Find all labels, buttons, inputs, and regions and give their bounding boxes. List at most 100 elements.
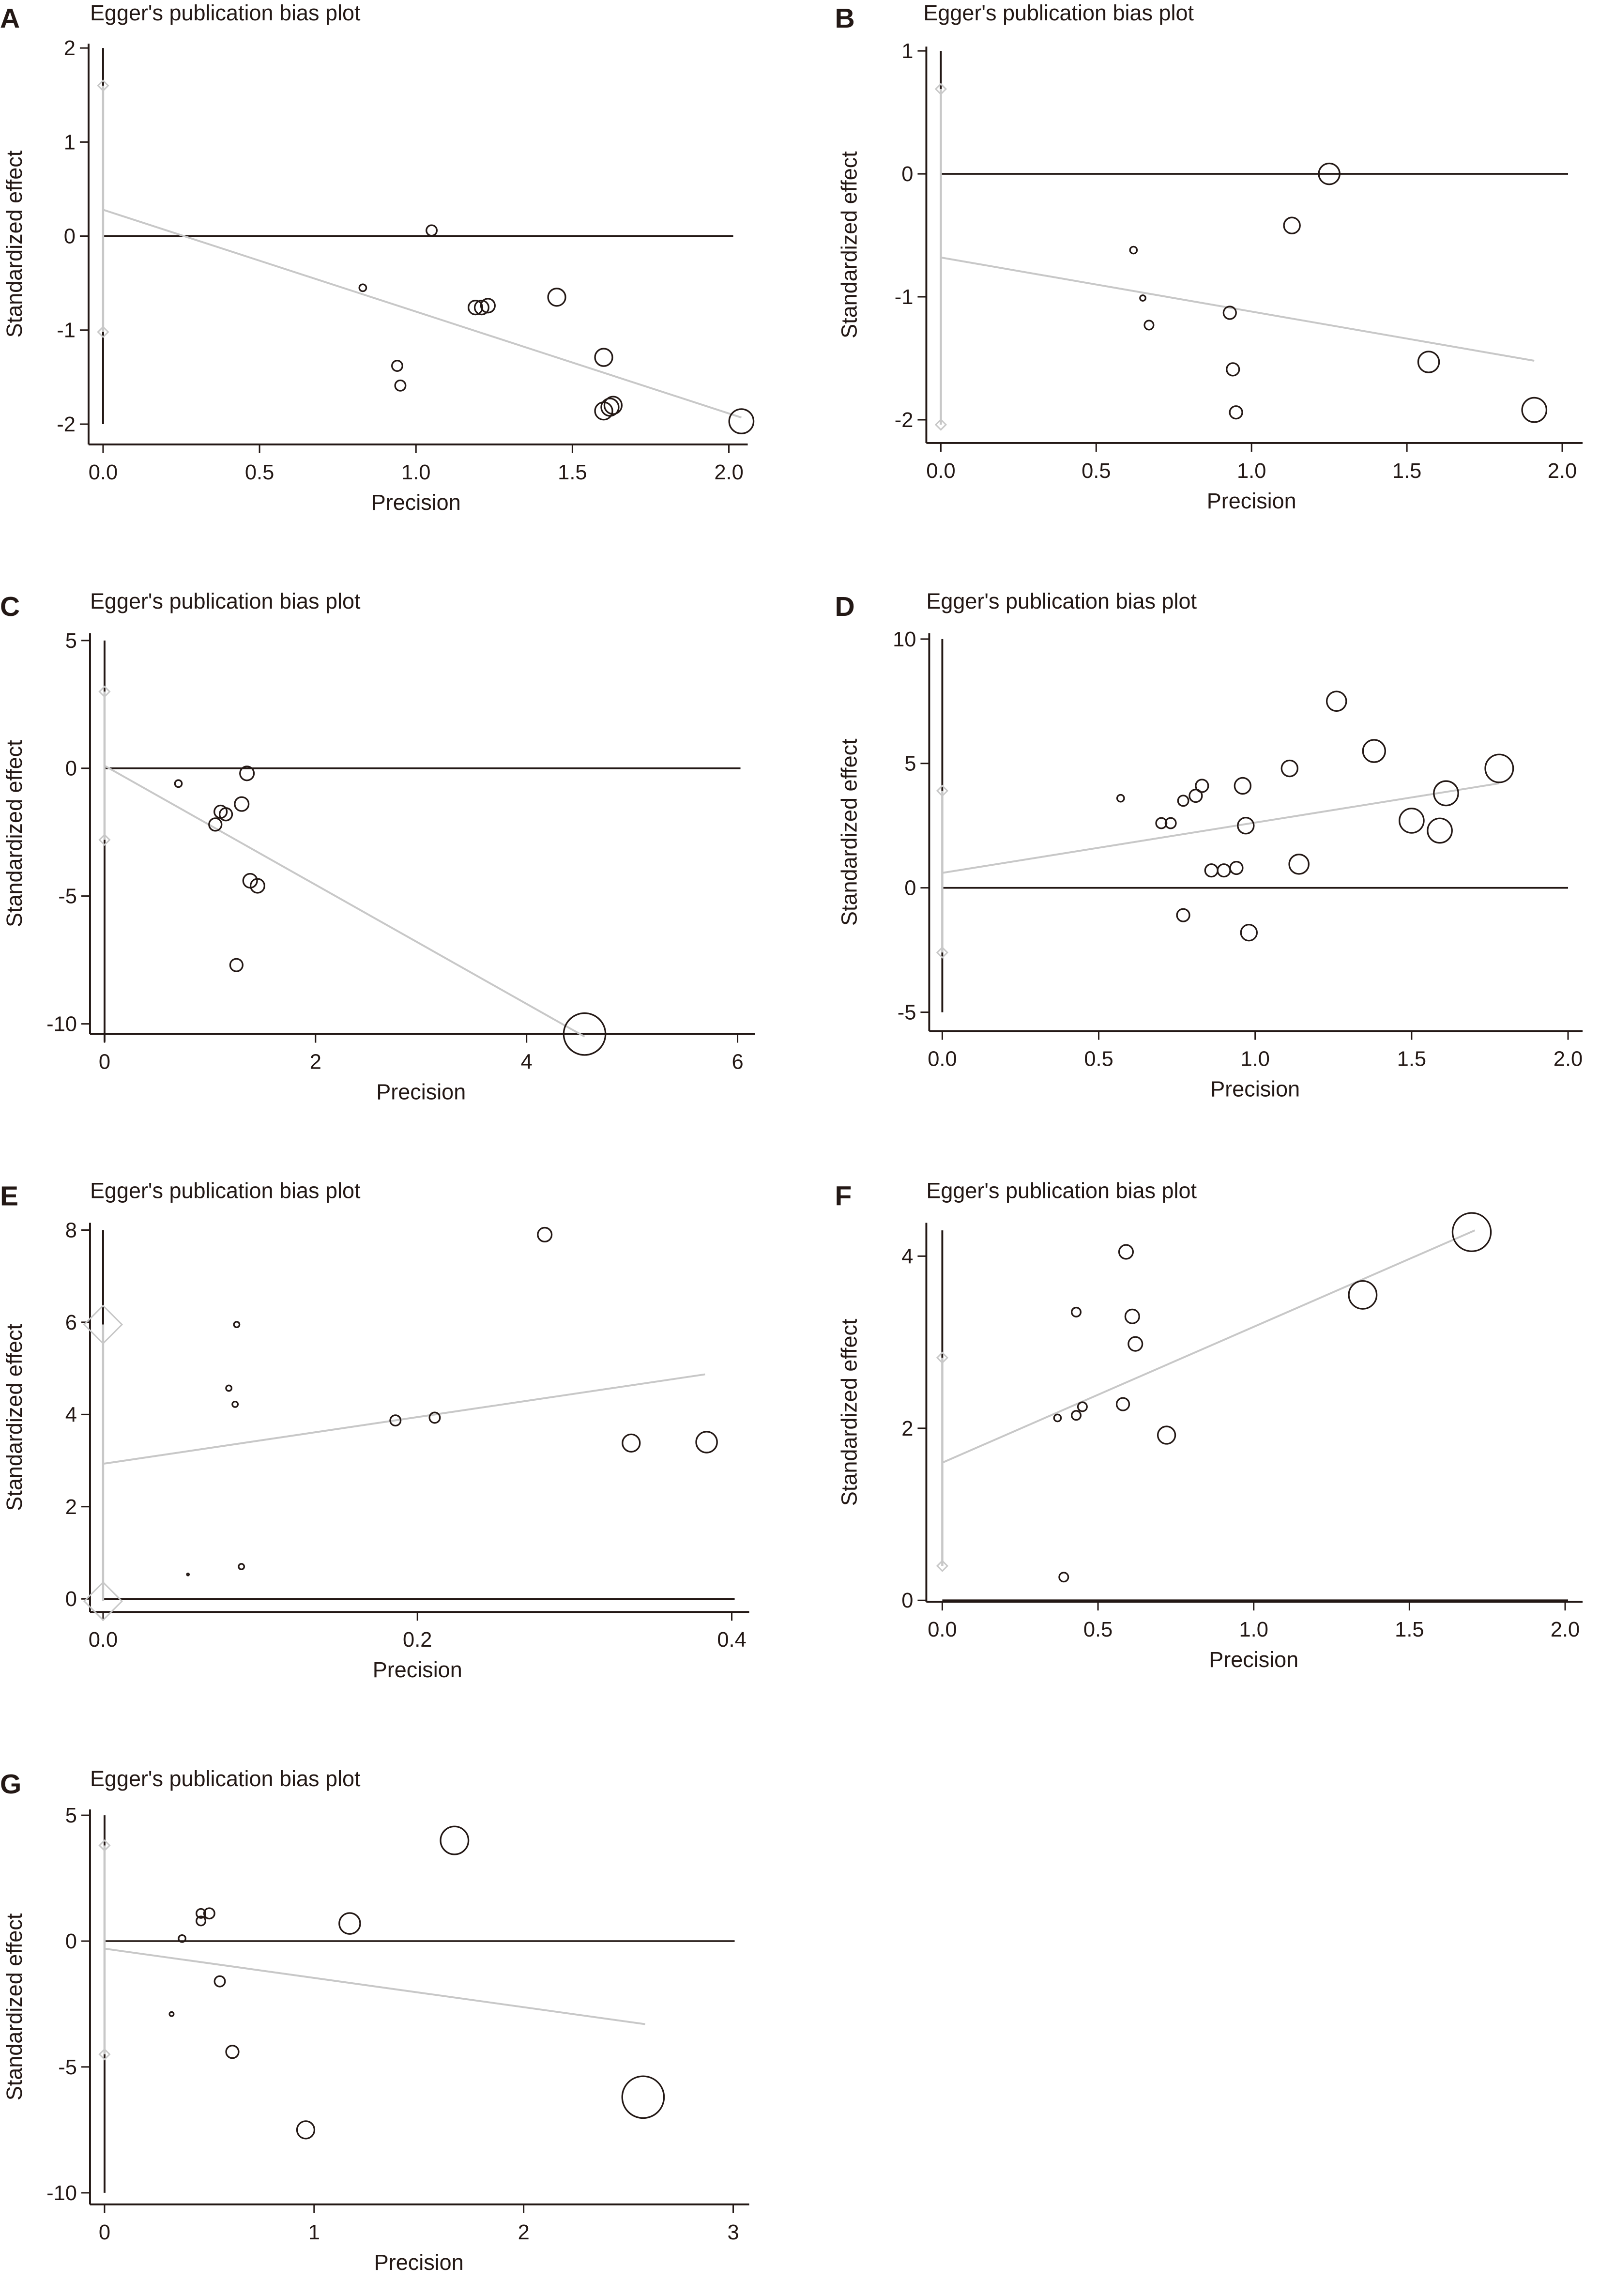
x-tick-label: 1.5	[558, 461, 587, 484]
y-tick-label: -5	[898, 1001, 916, 1025]
x-tick-label: 0.5	[1082, 459, 1111, 483]
data-point	[196, 1915, 207, 1927]
data-point	[1484, 753, 1514, 783]
data-point	[1326, 690, 1347, 712]
data-point	[1417, 351, 1440, 373]
x-tick-label: 1.0	[1239, 1618, 1268, 1641]
ci-diamond-marker	[98, 2048, 111, 2061]
x-tick-label: 0.5	[1084, 1048, 1113, 1071]
data-point	[1348, 1280, 1378, 1310]
data-point	[1433, 780, 1459, 807]
data-point	[1118, 1244, 1134, 1260]
data-point	[1058, 1572, 1069, 1583]
panel-f: F Egger's publication bias plot 0.0 0.5 1.0 1…	[835, 1178, 1583, 1672]
data-point	[394, 379, 407, 392]
x-axis-label: Precision	[374, 2250, 464, 2275]
data-point	[1176, 908, 1190, 922]
panel-letter: G	[0, 1769, 21, 1800]
data-point	[203, 1907, 215, 1920]
panel-g: G Egger's publication bias plot 0 1 2 3 -10 -5 0…	[0, 1766, 749, 2275]
ci-diamond-marker	[83, 1304, 123, 1345]
data-point	[1116, 794, 1125, 803]
y-tick-label: -10	[46, 2182, 77, 2205]
data-point	[1283, 216, 1301, 234]
data-point	[695, 1431, 718, 1454]
y-tick-label: 0	[64, 225, 76, 248]
data-point	[225, 1384, 233, 1392]
data-point	[428, 1411, 441, 1424]
data-point	[1053, 1413, 1062, 1423]
ci-diamond-marker	[934, 83, 947, 95]
panel-b: B Egger's publication bias plot 0.0 0.5 1.0 1…	[835, 0, 1583, 513]
data-point	[296, 2120, 316, 2140]
data-point	[1139, 294, 1146, 302]
ci-diamond-marker	[98, 685, 111, 698]
x-tick-label: 0.0	[89, 461, 118, 484]
data-point	[1427, 817, 1453, 844]
panel-letter: F	[835, 1180, 852, 1211]
data-point	[1288, 854, 1310, 875]
data-point	[1189, 788, 1203, 803]
x-axis-label: Precision	[376, 1080, 466, 1104]
y-tick-label: 2	[901, 1417, 913, 1440]
y-tick-label: -5	[58, 885, 77, 908]
chart-title: Egger's publication bias plot	[926, 1178, 1197, 1203]
data-point	[358, 283, 367, 292]
x-axis-label: Precision	[1210, 1077, 1300, 1102]
data-point	[229, 958, 244, 972]
x-tick-label: 0.0	[928, 1618, 957, 1641]
y-tick-label: 1	[901, 40, 913, 63]
x-tick-label: 0.5	[245, 461, 274, 484]
data-point	[1204, 863, 1219, 878]
x-tick-label: 2	[518, 2221, 530, 2244]
panel-e: E Egger's publication bias plot 0.0 0.2 0.4 0…	[0, 1178, 749, 1682]
x-tick-label: 1.5	[1397, 1048, 1426, 1071]
data-point	[1128, 1336, 1143, 1352]
data-point	[1226, 362, 1240, 377]
chart-title: Egger's publication bias plot	[90, 0, 361, 25]
data-point	[600, 398, 620, 417]
ci-diamond-marker	[936, 946, 949, 959]
x-tick-label: 2.0	[1554, 1048, 1583, 1071]
x-tick-label: 1.5	[1392, 459, 1421, 483]
ci-diamond-marker	[97, 79, 109, 92]
data-point	[1240, 923, 1258, 942]
y-axis-label: Standardized effect	[2, 1913, 27, 2100]
data-point	[603, 396, 623, 415]
ci-diamond-marker	[936, 1351, 949, 1364]
ci-diamond-marker	[936, 1560, 949, 1572]
x-tick-label: 0.5	[1083, 1618, 1112, 1641]
data-point	[1077, 1401, 1088, 1412]
y-tick-label: 0	[904, 877, 916, 900]
regression-line	[104, 765, 585, 1038]
data-point	[1399, 808, 1425, 834]
y-tick-label: -1	[895, 286, 914, 309]
x-tick-label: 0.0	[89, 1628, 118, 1652]
ci-diamond-marker	[934, 418, 947, 431]
panel-c: C Egger's publication bias plot 0 2 4 6 -10 -5 0…	[0, 589, 755, 1104]
regression-line	[104, 1947, 646, 2025]
y-tick-label: 5	[904, 752, 916, 776]
regression-line	[942, 1229, 1476, 1464]
panel-letter: A	[0, 3, 20, 34]
x-tick-label: 0.2	[403, 1628, 432, 1652]
x-tick-label: 2.0	[1548, 459, 1577, 483]
y-axis-label: Standardized effect	[837, 738, 861, 926]
data-point	[1229, 405, 1243, 420]
panel-letter: D	[835, 591, 854, 622]
y-axis-label: Standardized effect	[2, 1323, 27, 1511]
y-tick-label: 1	[64, 131, 76, 154]
data-point	[238, 1563, 245, 1570]
chart-title: Egger's publication bias plot	[90, 589, 361, 613]
y-tick-label: 5	[65, 629, 77, 653]
y-tick-label: 2	[65, 1496, 77, 1519]
data-point	[473, 300, 490, 316]
x-tick-label: 1.0	[1240, 1048, 1269, 1071]
data-point	[218, 807, 233, 822]
data-point	[168, 2011, 175, 2017]
x-tick-label: 0	[99, 2221, 110, 2244]
x-axis-label: Precision	[1209, 1647, 1298, 1672]
y-axis-label: Standardized effect	[837, 151, 861, 338]
y-tick-label: -10	[46, 1013, 77, 1036]
data-point	[467, 300, 484, 316]
